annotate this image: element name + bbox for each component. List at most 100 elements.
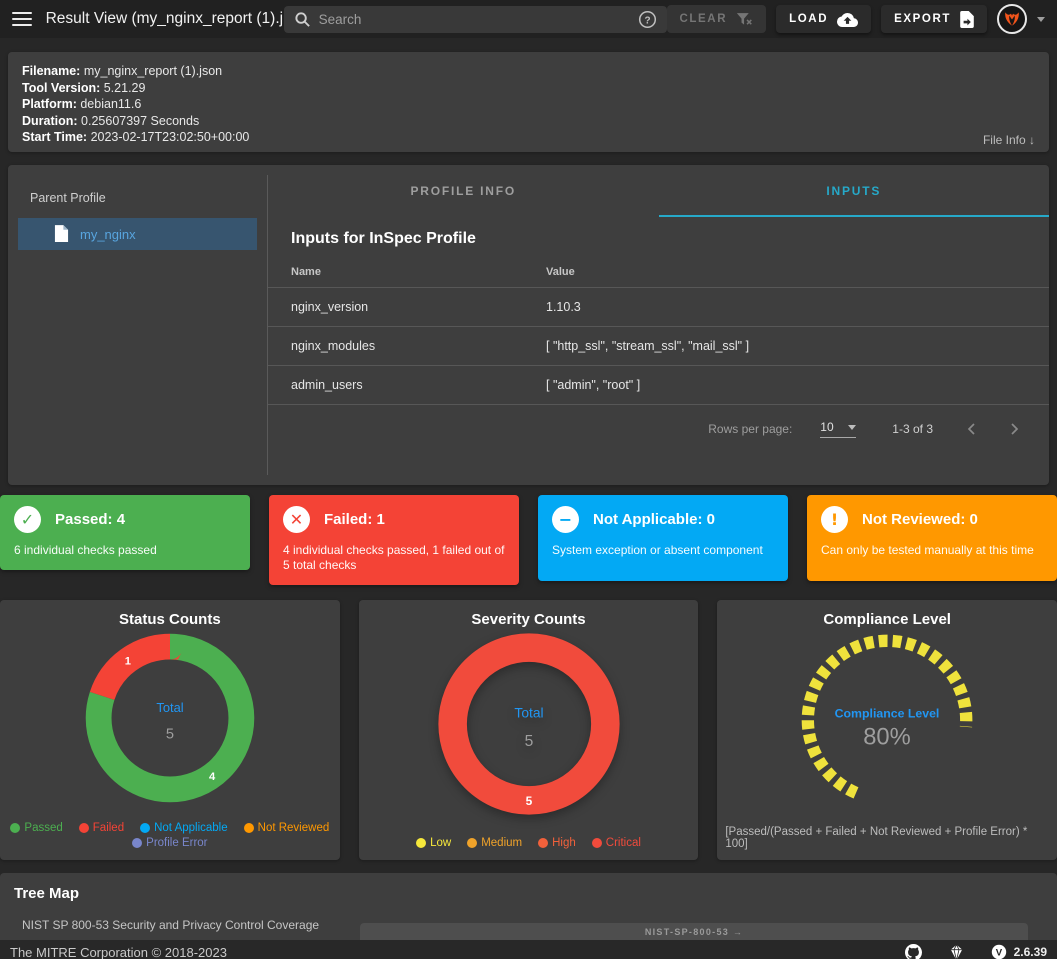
- file-info-panel: Filename: my_nginx_report (1).json Tool …: [8, 52, 1049, 152]
- status-card-title: Passed: 4: [55, 511, 126, 528]
- github-icon[interactable]: [904, 943, 922, 959]
- status-card-failed[interactable]: ✕ Failed: 1 4 individual checks passed, …: [269, 495, 519, 585]
- legend-item-low[interactable]: Low: [416, 836, 451, 850]
- avatar-caret-icon[interactable]: [1037, 16, 1045, 22]
- file-info-tool-version: Tool Version: 5.21.29: [22, 80, 1035, 97]
- donut-center-label: Total: [156, 700, 183, 715]
- file-info-duration: Duration: 0.25607397 Seconds: [22, 113, 1035, 130]
- legend-item-high[interactable]: High: [538, 836, 576, 850]
- profile-item-my-nginx[interactable]: my_nginx: [18, 218, 257, 250]
- next-page-button[interactable]: [1010, 422, 1019, 436]
- export-button[interactable]: EXPORT: [881, 5, 987, 33]
- treemap-breadcrumb[interactable]: NIST-SP-800-53 →: [360, 923, 1028, 940]
- gauge-value: 80%: [863, 724, 911, 751]
- filename-label: Filename:: [22, 64, 81, 78]
- legend-item-profile-error[interactable]: Profile Error: [8, 836, 332, 850]
- filter-x-icon: [736, 12, 752, 25]
- menu-icon[interactable]: [12, 8, 32, 30]
- table-row: nginx_version 1.10.3: [268, 288, 1049, 327]
- chevron-right-icon: [1011, 423, 1019, 435]
- platform-value: debian11.6: [80, 97, 142, 112]
- start-time-label: Start Time:: [22, 130, 88, 145]
- active-tab-underline: [658, 215, 1049, 217]
- gauge-arc: [801, 634, 973, 799]
- rows-per-page-label: Rows per page:: [708, 422, 793, 436]
- clear-button[interactable]: CLEAR: [666, 5, 767, 33]
- legend-item-medium[interactable]: Medium: [467, 836, 522, 850]
- file-info-start-time: Start Time: 2023-02-17T23:02:50+00:00: [22, 129, 1035, 146]
- donut-center-value: 5: [166, 727, 174, 743]
- cell-value: 1.10.3: [546, 300, 581, 314]
- help-icon[interactable]: ?: [638, 10, 657, 29]
- slice-label-critical: 5: [525, 794, 532, 808]
- severity-donut-chart: 5 Total 5: [437, 633, 620, 815]
- tab-profile-info[interactable]: PROFILE INFO: [268, 165, 659, 217]
- legend-item-not-applicable[interactable]: Not Applicable: [140, 821, 228, 835]
- compliance-formula: [Passed/(Passed + Failed + Not Reviewed …: [725, 826, 1028, 850]
- x-circle-icon: ✕: [283, 506, 310, 533]
- table-header-row: Name Value: [268, 254, 1049, 288]
- status-card-title: Failed: 1: [324, 511, 385, 528]
- cell-name: nginx_version: [291, 300, 369, 314]
- treemap-panel: Tree Map NIST SP 800-53 Security and Pri…: [0, 873, 1057, 940]
- status-donut-chart: 1 4 Total 5: [85, 633, 255, 803]
- heimdall-logo-icon: [1005, 12, 1019, 26]
- status-card-passed[interactable]: ✓ Passed: 4 6 individual checks passed: [0, 495, 250, 570]
- status-card-subtitle: 6 individual checks passed: [14, 543, 157, 557]
- app-title: Result View (my_nginx_report (1).j…: [45, 10, 299, 27]
- legend-label: Failed: [92, 822, 125, 834]
- slice-label-failed: 1: [125, 656, 131, 668]
- tool-version-label: Tool Version:: [22, 80, 101, 95]
- legend-dot: [591, 838, 602, 848]
- legend-dot: [78, 823, 89, 833]
- rows-per-page-select[interactable]: 10: [820, 420, 857, 438]
- profile-tree: Parent Profile my_nginx: [8, 165, 267, 485]
- column-header-value: Value: [546, 266, 575, 278]
- version-badge: V 2.6.39: [991, 944, 1047, 959]
- legend-dot: [538, 838, 549, 848]
- donut-center-value: 5: [524, 733, 533, 750]
- user-avatar[interactable]: [997, 4, 1027, 34]
- status-legend: Passed Failed Not Applicable Not Reviewe…: [8, 821, 332, 850]
- legend-label: High: [552, 837, 576, 849]
- vertical-divider: [267, 175, 268, 475]
- search-bar[interactable]: ?: [283, 5, 667, 33]
- legend-item-failed[interactable]: Failed: [78, 821, 125, 835]
- file-info-filename: Filename: my_nginx_report (1).json: [22, 63, 1035, 80]
- charts-row: Status Counts 1 4 Total 5 Passed Failed …: [0, 600, 1057, 860]
- version-icon: V: [991, 944, 1006, 959]
- prev-page-button[interactable]: [967, 422, 976, 436]
- table-row: admin_users [ "admin", "root" ]: [268, 366, 1049, 405]
- tool-version-value: 5.21.29: [103, 80, 146, 95]
- status-card-not-applicable[interactable]: − Not Applicable: 0 System exception or …: [538, 495, 788, 581]
- tab-inputs[interactable]: INPUTS: [658, 165, 1049, 217]
- donut-center-label: Total: [514, 706, 543, 721]
- search-input[interactable]: [318, 11, 638, 27]
- legend-label: Critical: [605, 837, 641, 849]
- exclamation-circle-icon: !: [821, 506, 848, 533]
- app-bar: Result View (my_nginx_report (1).j… ? CL…: [0, 0, 1057, 38]
- file-export-icon: [960, 10, 974, 28]
- slice-label-passed: 4: [209, 771, 216, 783]
- diamond-icon[interactable]: [948, 943, 965, 959]
- status-card-subtitle: System exception or absent component: [552, 543, 763, 557]
- load-button[interactable]: LOAD: [776, 5, 872, 33]
- status-card-not-reviewed[interactable]: ! Not Reviewed: 0 Can only be tested man…: [807, 495, 1057, 581]
- treemap-subtitle: NIST SP 800-53 Security and Privacy Cont…: [22, 918, 320, 932]
- file-info-toggle[interactable]: File Info ↓: [982, 133, 1035, 147]
- legend-item-passed[interactable]: Passed: [10, 821, 63, 835]
- chart-title: Status Counts: [119, 611, 221, 628]
- donut-slice-failed[interactable]: [85, 633, 255, 803]
- svg-text:?: ?: [644, 15, 650, 26]
- legend-item-not-reviewed[interactable]: Not Reviewed: [243, 821, 329, 835]
- chart-card-severity-counts: Severity Counts 5 Total 5 Low Medium Hig…: [358, 600, 699, 860]
- legend-dot: [467, 838, 478, 848]
- legend-item-critical[interactable]: Critical: [591, 836, 641, 850]
- tab-inputs-label: INPUTS: [826, 184, 882, 198]
- donut-slice-critical[interactable]: [437, 633, 620, 815]
- chart-title: Severity Counts: [471, 611, 586, 628]
- profile-item-label: my_nginx: [80, 226, 136, 242]
- status-cards-row: ✓ Passed: 4 6 individual checks passed ✕…: [0, 495, 1057, 585]
- cell-name: nginx_modules: [291, 339, 376, 353]
- cell-value: [ "admin", "root" ]: [546, 378, 641, 392]
